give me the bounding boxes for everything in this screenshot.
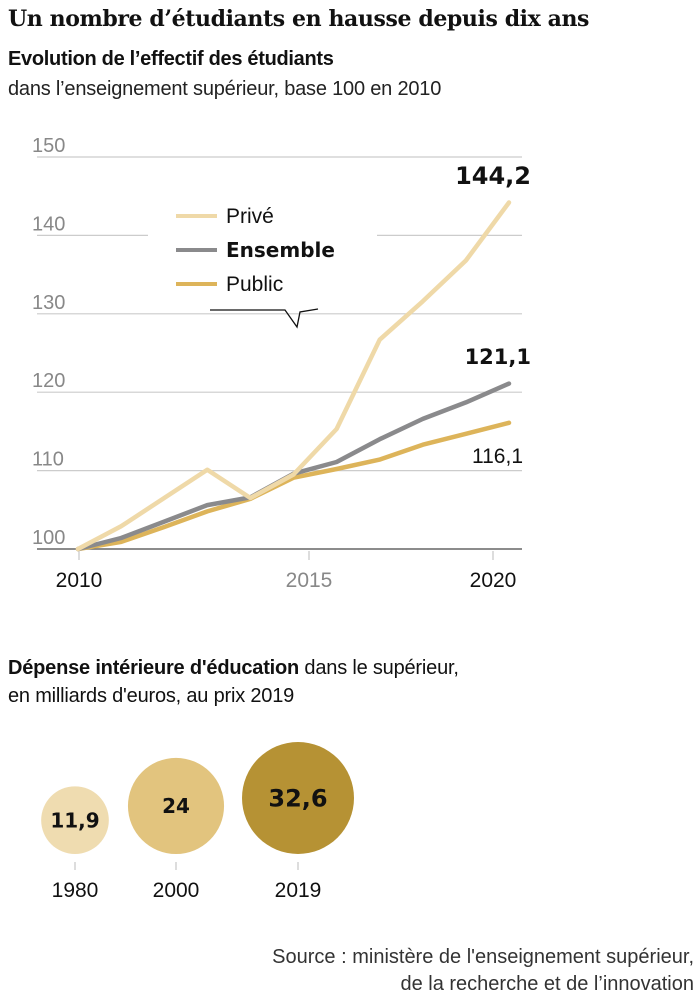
bubble-circle — [242, 742, 354, 854]
line-chart: 100 110 120 130 140 150 2010 2015 2020 Privé En… — [32, 135, 531, 592]
legend-callout-pointer — [210, 308, 319, 329]
series-lines — [75, 200, 512, 552]
y-tick-label: 110 — [32, 449, 64, 471]
page-title: Un nombre d’étudiants en hausse depuis d… — [8, 6, 590, 32]
end-label-public: 116,1 — [472, 445, 523, 468]
source-note: Source : ministère de l'enseignement sup… — [272, 944, 694, 998]
source-line-1: Source : ministère de l'enseignement sup… — [272, 946, 694, 968]
bubble-chart: 11,9 1980 24 2000 32,6 2019 — [41, 742, 354, 902]
bubble-value-label: 24 — [162, 794, 190, 818]
x-axis: 2010 2015 2020 — [56, 551, 517, 592]
line-chart-subtitle: dans l’enseignement supérieur, base 100 … — [8, 78, 442, 100]
end-label-ensemble: 121,1 — [465, 345, 531, 369]
y-tick-label: 150 — [32, 135, 65, 157]
series-line-public — [75, 420, 512, 552]
x-tick-label: 2020 — [470, 569, 517, 592]
legend-label-ensemble: Ensemble — [226, 238, 335, 262]
legend-label-public: Public — [226, 273, 283, 296]
series-line-ensemble — [75, 381, 512, 552]
bubble-year-label: 2019 — [275, 879, 322, 902]
bubble-chart-title: Dépense intérieure d'éducation dans le s… — [8, 654, 459, 710]
y-tick-label: 140 — [32, 213, 65, 235]
y-tick-label: 100 — [32, 527, 65, 549]
bubble-circle — [127, 757, 225, 854]
grid — [37, 156, 522, 550]
y-axis-labels: 100 110 120 130 140 150 — [32, 135, 65, 549]
end-label-prive: 144,2 — [455, 162, 531, 190]
bubble-title-bold: Dépense intérieure d'éducation — [8, 657, 300, 679]
legend-label-prive: Privé — [226, 205, 274, 228]
y-tick-label: 120 — [32, 370, 65, 392]
x-tick-label: 2015 — [286, 569, 333, 592]
bubble-year-label: 2000 — [153, 879, 200, 902]
bubble-2000: 24 2000 — [127, 757, 225, 902]
bubble-2019: 32,6 2019 — [242, 742, 354, 902]
legend: Privé Ensemble Public — [176, 205, 335, 329]
bubble-1980: 11,9 1980 — [41, 786, 109, 902]
y-tick-label: 130 — [32, 292, 65, 314]
x-tick-label: 2010 — [56, 569, 103, 592]
bubble-title-rest: dans le supérieur, — [299, 657, 459, 679]
bubble-value-label: 32,6 — [268, 785, 327, 813]
bubble-value-label: 11,9 — [50, 808, 99, 832]
line-chart-title: Evolution de l’effectif des étudiants — [8, 48, 334, 70]
source-line-2: de la recherche et de l’innovation — [400, 973, 694, 995]
end-labels: 144,2 121,1 116,1 — [455, 162, 531, 468]
bubble-subtitle: en milliards d'euros, au prix 2019 — [8, 685, 295, 707]
bubble-circle — [41, 786, 109, 855]
series-line-prive — [75, 200, 512, 552]
bubble-year-label: 1980 — [52, 879, 99, 902]
